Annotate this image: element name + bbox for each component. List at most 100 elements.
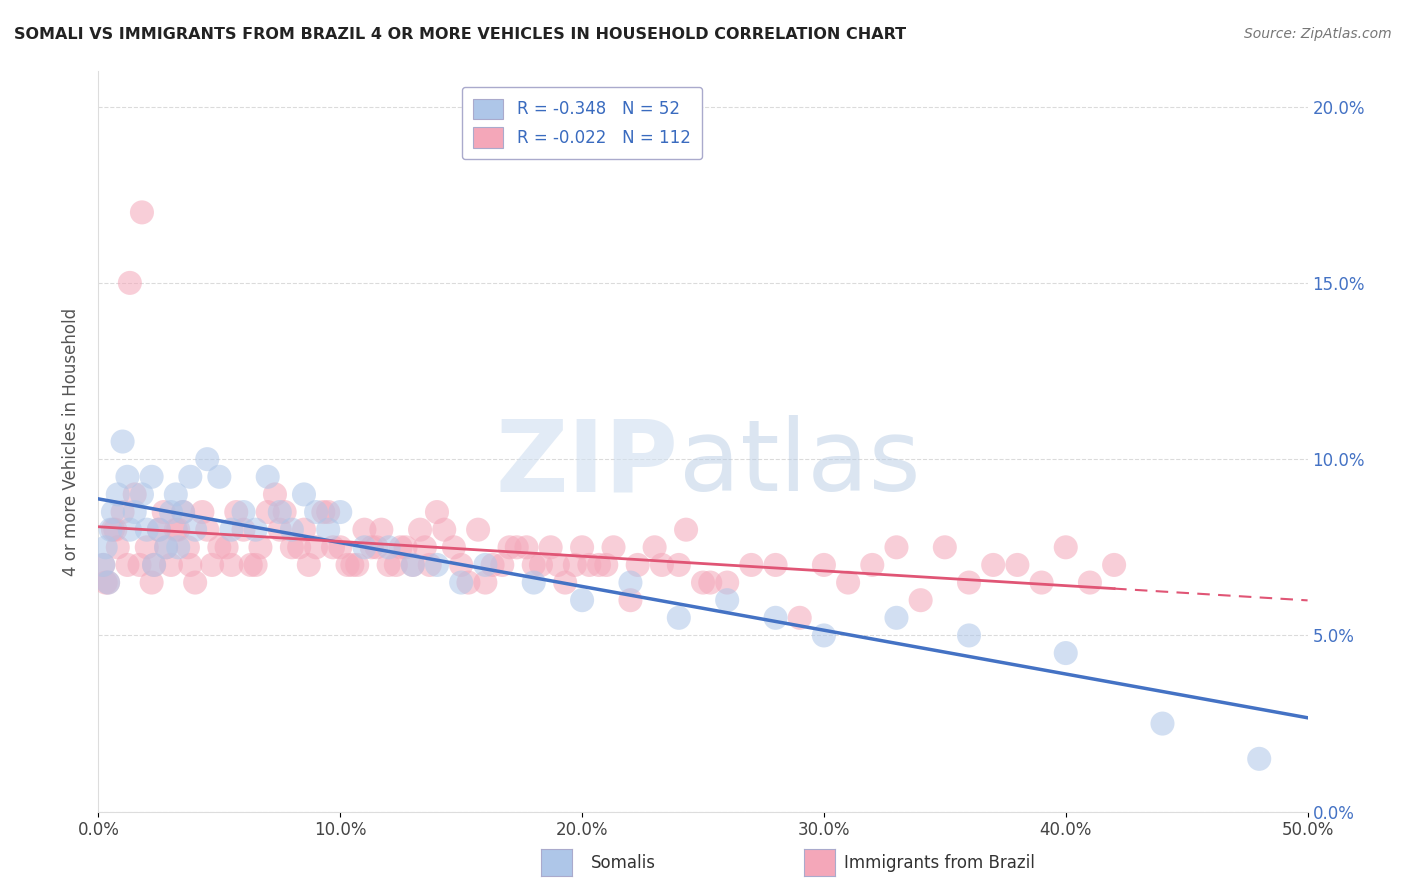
Point (91, 558, 114, 572)
Point (957, 575, 980, 590)
Point (1007, 558, 1029, 572)
Point (740, 558, 762, 572)
Point (571, 593, 593, 607)
Point (94, 575, 117, 590)
Point (273, 505, 295, 519)
Point (100, 523, 122, 537)
Point (195, 452, 218, 467)
Point (135, 541, 157, 555)
Point (167, 541, 190, 555)
Point (160, 505, 183, 519)
Point (789, 611, 811, 625)
Point (148, 523, 170, 537)
Point (886, 541, 908, 555)
Point (215, 541, 238, 555)
Point (692, 575, 714, 590)
Point (91, 558, 114, 572)
Point (208, 541, 231, 555)
Point (1102, 558, 1125, 572)
Point (256, 470, 278, 484)
Point (1152, 716, 1174, 731)
Point (322, 541, 344, 555)
Point (957, 628, 980, 642)
Point (118, 523, 141, 537)
Text: Immigrants from Brazil: Immigrants from Brazil (844, 855, 1035, 872)
Point (716, 575, 738, 590)
Point (305, 505, 328, 519)
Point (578, 558, 600, 572)
Point (245, 523, 267, 537)
Point (619, 593, 641, 607)
Point (450, 558, 472, 572)
Point (281, 541, 304, 555)
Point (155, 541, 177, 555)
Point (239, 558, 262, 572)
Point (160, 558, 183, 572)
Point (179, 470, 201, 484)
Point (675, 523, 697, 537)
Point (467, 523, 489, 537)
Point (135, 523, 157, 537)
Point (402, 558, 425, 572)
Point (716, 593, 738, 607)
Point (523, 558, 546, 572)
Point (292, 487, 315, 501)
Point (540, 541, 562, 555)
Point (981, 558, 1004, 572)
Point (101, 505, 124, 519)
Point (118, 276, 141, 290)
Point (491, 558, 513, 572)
Point (208, 470, 231, 484)
Point (1078, 575, 1101, 590)
Point (128, 558, 150, 572)
Point (184, 523, 207, 537)
Point (269, 505, 291, 519)
Point (225, 505, 247, 519)
Point (699, 575, 721, 590)
Point (481, 558, 503, 572)
Point (402, 558, 425, 572)
Point (498, 541, 520, 555)
Point (107, 487, 129, 501)
Point (409, 523, 432, 537)
Point (450, 575, 472, 590)
Point (595, 558, 617, 572)
Point (221, 558, 243, 572)
Point (97, 575, 120, 590)
Point (934, 541, 956, 555)
Point (165, 523, 187, 537)
Point (515, 541, 537, 555)
Point (547, 558, 569, 572)
Point (101, 523, 124, 537)
Point (329, 505, 352, 519)
Legend: R = -0.348   N = 52, R = -0.022   N = 112: R = -0.348 N = 52, R = -0.022 N = 112 (461, 87, 703, 160)
Point (370, 523, 392, 537)
Point (143, 558, 166, 572)
Point (305, 541, 328, 555)
Point (523, 575, 546, 590)
Point (107, 541, 129, 555)
Point (111, 434, 134, 449)
Point (177, 541, 200, 555)
Point (165, 487, 187, 501)
Point (117, 558, 139, 572)
Point (644, 541, 666, 555)
Point (619, 575, 641, 590)
Point (627, 558, 650, 572)
Point (97, 575, 120, 590)
Y-axis label: 4 or more Vehicles in Household: 4 or more Vehicles in Household (62, 308, 80, 575)
Point (443, 541, 465, 555)
Text: SOMALI VS IMMIGRANTS FROM BRAZIL 4 OR MORE VEHICLES IN HOUSEHOLD CORRELATION CHA: SOMALI VS IMMIGRANTS FROM BRAZIL 4 OR MO… (14, 27, 907, 42)
Point (571, 541, 593, 555)
Point (602, 541, 624, 555)
Point (433, 523, 456, 537)
Point (342, 558, 364, 572)
Point (124, 505, 146, 519)
Point (172, 505, 194, 519)
Point (668, 611, 690, 625)
Point (353, 541, 375, 555)
Point (191, 505, 214, 519)
Point (256, 505, 278, 519)
Point (316, 505, 339, 519)
Point (264, 487, 287, 501)
